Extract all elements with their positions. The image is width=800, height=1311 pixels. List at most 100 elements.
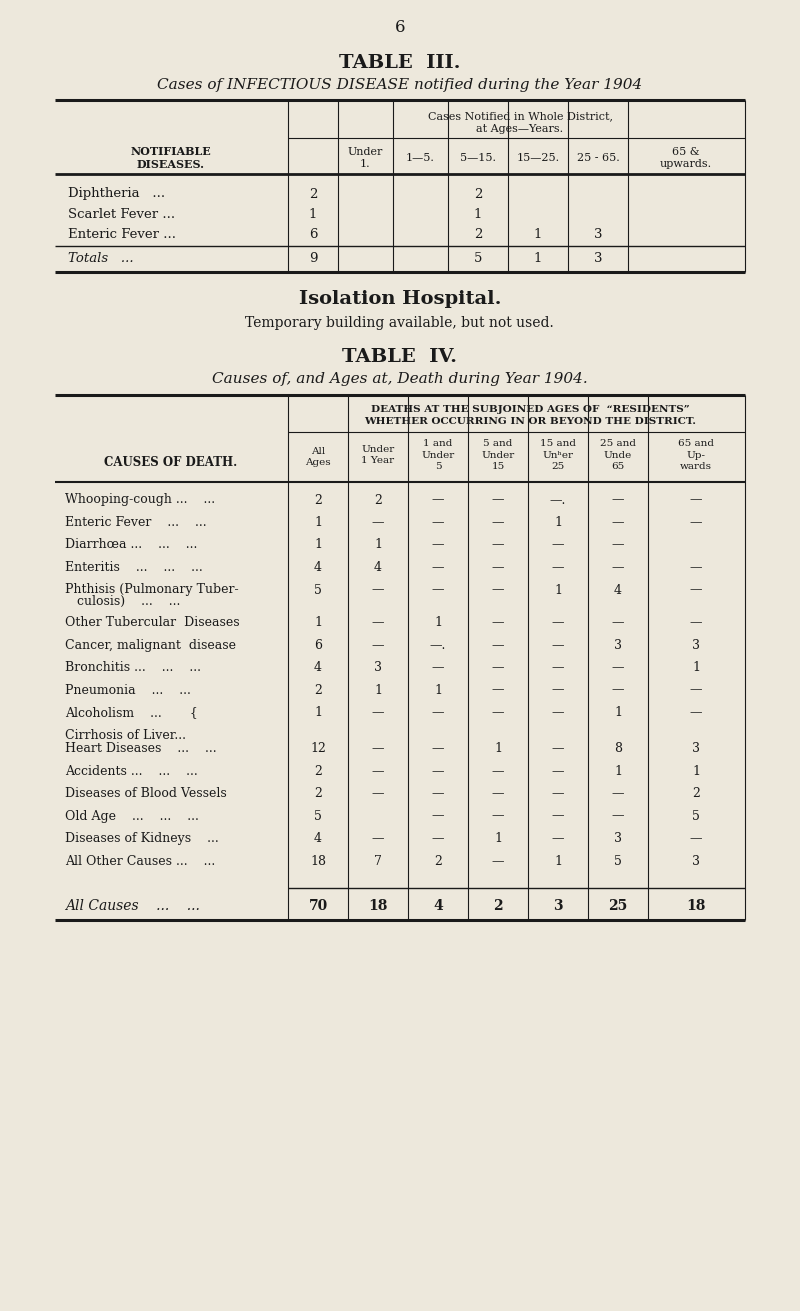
Text: —: — bbox=[690, 493, 702, 506]
Text: 4: 4 bbox=[314, 661, 322, 674]
Text: —: — bbox=[432, 517, 444, 530]
Text: All Other Causes ...    ...: All Other Causes ... ... bbox=[65, 855, 215, 868]
Text: DEATHS AT THE SUBJOINED AGES OF  “RESIDENTS”: DEATHS AT THE SUBJOINED AGES OF “RESIDEN… bbox=[370, 405, 690, 414]
Text: Heart Diseases    ...    ...: Heart Diseases ... ... bbox=[65, 742, 217, 755]
Text: 65 &
upwards.: 65 & upwards. bbox=[660, 147, 712, 169]
Text: 1: 1 bbox=[614, 764, 622, 777]
Text: —: — bbox=[552, 561, 564, 574]
Text: —: — bbox=[552, 787, 564, 800]
Text: —: — bbox=[612, 539, 624, 552]
Text: —: — bbox=[432, 810, 444, 822]
Text: —: — bbox=[492, 493, 504, 506]
Text: —: — bbox=[372, 616, 384, 629]
Text: —: — bbox=[372, 832, 384, 846]
Text: 5—15.: 5—15. bbox=[460, 153, 496, 163]
Text: Causes of, and Ages at, Death during Year 1904.: Causes of, and Ages at, Death during Yea… bbox=[212, 372, 588, 385]
Text: —: — bbox=[612, 517, 624, 530]
Text: 4: 4 bbox=[314, 561, 322, 574]
Text: 18: 18 bbox=[310, 855, 326, 868]
Text: —: — bbox=[552, 539, 564, 552]
Text: —: — bbox=[492, 561, 504, 574]
Text: —: — bbox=[612, 661, 624, 674]
Text: Cases Notified in Whole District,: Cases Notified in Whole District, bbox=[427, 111, 613, 121]
Text: Under
1.: Under 1. bbox=[347, 147, 382, 169]
Text: 1: 1 bbox=[314, 707, 322, 720]
Text: Enteritis    ...    ...    ...: Enteritis ... ... ... bbox=[65, 561, 202, 574]
Text: 9: 9 bbox=[309, 252, 318, 265]
Text: —: — bbox=[612, 787, 624, 800]
Text: 1: 1 bbox=[554, 517, 562, 530]
Text: 1: 1 bbox=[374, 683, 382, 696]
Text: 3: 3 bbox=[553, 898, 563, 912]
Text: 2: 2 bbox=[474, 228, 482, 240]
Text: Scarlet Fever ...: Scarlet Fever ... bbox=[68, 207, 175, 220]
Text: 5 and
Under
15: 5 and Under 15 bbox=[482, 439, 514, 471]
Text: 70: 70 bbox=[308, 898, 328, 912]
Text: Whooping-cough ...    ...: Whooping-cough ... ... bbox=[65, 493, 215, 506]
Text: 18: 18 bbox=[368, 898, 388, 912]
Text: Other Tubercular  Diseases: Other Tubercular Diseases bbox=[65, 616, 240, 629]
Text: —: — bbox=[690, 616, 702, 629]
Text: 4: 4 bbox=[433, 898, 443, 912]
Text: 5: 5 bbox=[314, 583, 322, 597]
Text: —: — bbox=[690, 832, 702, 846]
Text: 1: 1 bbox=[614, 707, 622, 720]
Text: 2: 2 bbox=[474, 187, 482, 201]
Text: 2: 2 bbox=[314, 683, 322, 696]
Text: —: — bbox=[552, 832, 564, 846]
Text: 4: 4 bbox=[614, 583, 622, 597]
Text: 6: 6 bbox=[309, 228, 318, 240]
Text: Accidents ...    ...    ...: Accidents ... ... ... bbox=[65, 764, 198, 777]
Text: WHETHER OCCURRING IN OR BEYOND THE DISTRICT.: WHETHER OCCURRING IN OR BEYOND THE DISTR… bbox=[364, 417, 696, 426]
Text: 15—25.: 15—25. bbox=[517, 153, 559, 163]
Text: —: — bbox=[690, 561, 702, 574]
Text: 25 and
Unde
65: 25 and Unde 65 bbox=[600, 439, 636, 471]
Text: —: — bbox=[372, 742, 384, 755]
Text: 1: 1 bbox=[314, 517, 322, 530]
Text: 25: 25 bbox=[608, 898, 628, 912]
Text: —.: —. bbox=[430, 638, 446, 652]
Text: 25 - 65.: 25 - 65. bbox=[577, 153, 619, 163]
Text: Alcoholism    ...       {: Alcoholism ... { bbox=[65, 707, 198, 720]
Text: —: — bbox=[432, 707, 444, 720]
Text: —: — bbox=[552, 661, 564, 674]
Text: 5: 5 bbox=[474, 252, 482, 265]
Text: 6: 6 bbox=[314, 638, 322, 652]
Text: —: — bbox=[690, 583, 702, 597]
Text: —: — bbox=[612, 683, 624, 696]
Text: —: — bbox=[432, 661, 444, 674]
Text: 1: 1 bbox=[554, 855, 562, 868]
Text: —: — bbox=[432, 787, 444, 800]
Text: —: — bbox=[432, 742, 444, 755]
Text: —: — bbox=[372, 638, 384, 652]
Text: —: — bbox=[492, 638, 504, 652]
Text: —: — bbox=[432, 493, 444, 506]
Text: —: — bbox=[372, 707, 384, 720]
Text: 4: 4 bbox=[314, 832, 322, 846]
Text: 2: 2 bbox=[493, 898, 503, 912]
Text: 1: 1 bbox=[434, 683, 442, 696]
Text: —: — bbox=[432, 561, 444, 574]
Text: 3: 3 bbox=[692, 742, 700, 755]
Text: All Causes    ...    ...: All Causes ... ... bbox=[65, 898, 200, 912]
Text: 1: 1 bbox=[314, 616, 322, 629]
Text: —: — bbox=[552, 810, 564, 822]
Text: 18: 18 bbox=[686, 898, 706, 912]
Text: —: — bbox=[372, 787, 384, 800]
Text: 2: 2 bbox=[309, 187, 317, 201]
Text: TABLE  III.: TABLE III. bbox=[339, 54, 461, 72]
Text: —.: —. bbox=[550, 493, 566, 506]
Text: 12: 12 bbox=[310, 742, 326, 755]
Text: —: — bbox=[492, 539, 504, 552]
Text: —: — bbox=[612, 616, 624, 629]
Text: at Ages—Years.: at Ages—Years. bbox=[477, 125, 563, 134]
Text: —: — bbox=[492, 855, 504, 868]
Text: 1: 1 bbox=[314, 539, 322, 552]
Text: —: — bbox=[492, 810, 504, 822]
Text: —: — bbox=[432, 764, 444, 777]
Text: —: — bbox=[552, 742, 564, 755]
Text: 3: 3 bbox=[692, 638, 700, 652]
Text: 3: 3 bbox=[614, 832, 622, 846]
Text: NOTIFIABLE
DISEASES.: NOTIFIABLE DISEASES. bbox=[130, 146, 211, 170]
Text: —: — bbox=[492, 764, 504, 777]
